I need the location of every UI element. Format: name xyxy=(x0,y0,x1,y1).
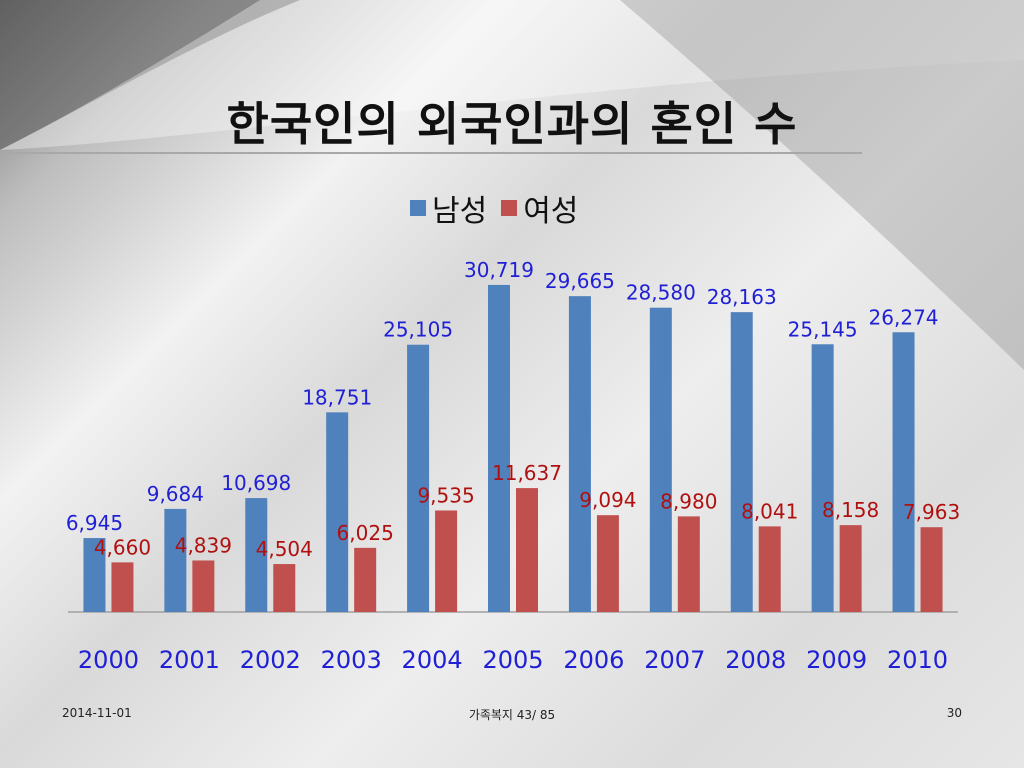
bar-male-2001 xyxy=(164,508,187,612)
bar-female-2008 xyxy=(758,526,781,612)
bar-female-2010 xyxy=(920,527,943,612)
bar-male-2006 xyxy=(568,296,591,612)
legend-item-male: 남성 xyxy=(410,186,487,230)
bar-male-2007 xyxy=(649,307,672,612)
bar-female-2002 xyxy=(273,564,296,612)
x-tick-label-2002: 2002 xyxy=(240,646,301,674)
bar-male-2009 xyxy=(811,344,834,612)
bar-male-2003 xyxy=(326,412,349,612)
data-label-female-2004: 9,535 xyxy=(417,483,474,507)
bar-male-2002 xyxy=(245,498,268,612)
data-label-female-2003: 6,025 xyxy=(337,521,394,545)
x-tick-label-2005: 2005 xyxy=(482,646,543,674)
legend-label-male: 남성 xyxy=(432,194,488,229)
footer-date: 2014-11-01 xyxy=(62,706,132,720)
data-label-male-2008: 28,163 xyxy=(707,285,777,309)
footer-center-text: 가족복지 43/ 85 xyxy=(468,708,556,722)
bar-male-2005 xyxy=(488,284,510,612)
data-label-male-2006: 29,665 xyxy=(545,269,615,293)
bar-male-2010 xyxy=(892,332,915,612)
data-label-male-2003: 18,751 xyxy=(302,385,372,409)
data-label-female-2009: 8,158 xyxy=(822,498,879,522)
x-tick-label-2001: 2001 xyxy=(159,646,220,674)
bar-female-2005 xyxy=(516,488,538,612)
x-tick-label-2003: 2003 xyxy=(321,646,382,674)
title-divider xyxy=(0,152,862,154)
bar-female-2000 xyxy=(111,562,134,612)
bar-female-2003 xyxy=(354,547,377,612)
x-tick-label-2009: 2009 xyxy=(806,646,867,674)
x-tick-label-2010: 2010 xyxy=(887,646,948,674)
data-label-female-2010: 7,963 xyxy=(903,500,960,524)
data-label-female-2006: 9,094 xyxy=(579,488,636,512)
data-label-female-2002: 4,504 xyxy=(256,537,313,561)
data-label-male-2004: 25,105 xyxy=(383,318,453,342)
data-label-male-2000: 6,945 xyxy=(66,511,123,535)
data-label-male-2010: 26,274 xyxy=(869,305,939,329)
data-label-female-2001: 4,839 xyxy=(175,533,232,557)
data-label-female-2005: 11,637 xyxy=(492,461,562,485)
data-label-female-2000: 4,660 xyxy=(94,535,151,559)
legend-swatch-female xyxy=(501,200,518,216)
x-tick-label-2008: 2008 xyxy=(725,646,786,674)
bar-female-2001 xyxy=(192,560,215,612)
x-tick-label-2000: 2000 xyxy=(78,646,139,674)
data-label-male-2009: 25,145 xyxy=(788,317,858,341)
data-label-male-2007: 28,580 xyxy=(626,281,696,305)
data-label-male-2001: 9,684 xyxy=(147,482,204,506)
data-label-female-2008: 8,041 xyxy=(741,499,798,523)
bar-male-2000 xyxy=(83,538,106,612)
chart-legend: 남성 여성 xyxy=(410,186,578,230)
slide-title: 한국인의 외국인과의 혼인 수 xyxy=(226,97,798,151)
x-tick-label-2007: 2007 xyxy=(644,646,705,674)
bar-female-2009 xyxy=(839,525,862,612)
page-number: 30 xyxy=(946,706,962,720)
legend-item-female: 여성 xyxy=(501,186,578,230)
legend-label-female: 여성 xyxy=(523,194,579,229)
bar-male-2008 xyxy=(730,312,753,612)
data-label-male-2005: 30,719 xyxy=(464,258,534,282)
bar-female-2006 xyxy=(596,515,619,612)
data-label-female-2007: 8,980 xyxy=(660,489,717,513)
x-tick-label-2006: 2006 xyxy=(563,646,624,674)
bar-male-2004 xyxy=(407,344,430,612)
bar-female-2004 xyxy=(435,510,458,612)
bar-female-2007 xyxy=(677,516,700,612)
legend-swatch-male xyxy=(410,200,426,216)
x-tick-label-2004: 2004 xyxy=(402,646,463,674)
data-label-male-2002: 10,698 xyxy=(221,471,291,495)
